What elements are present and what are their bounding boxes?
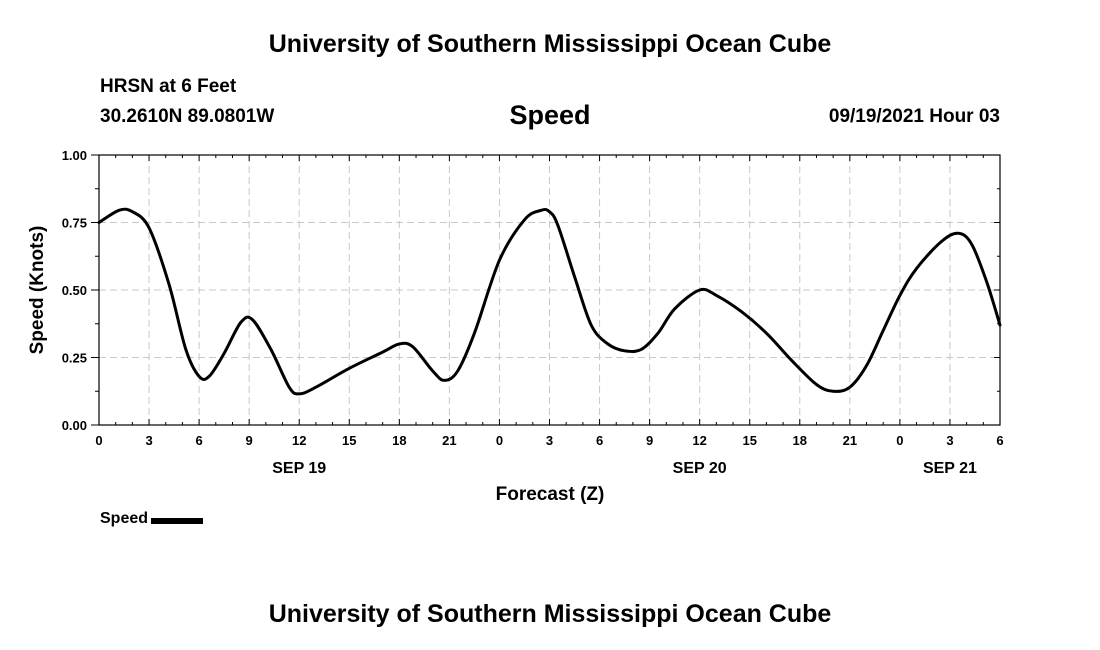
x-tick-label: 0	[95, 433, 102, 448]
x-tick-label: 3	[145, 433, 152, 448]
x-tick-label: 18	[793, 433, 807, 448]
x-tick-label: 21	[843, 433, 857, 448]
x-axis-title: Forecast (Z)	[496, 484, 605, 505]
station-label: HRSN at 6 Feet	[100, 76, 237, 97]
x-tick-label: 9	[246, 433, 253, 448]
x-tick-label: 3	[546, 433, 553, 448]
legend-label: Speed	[100, 510, 149, 527]
x-tick-label: 0	[496, 433, 503, 448]
forecast-datetime: 09/19/2021 Hour 03	[828, 106, 1000, 127]
y-tick-label: 1.00	[62, 148, 87, 163]
x-tick-label: 12	[292, 433, 306, 448]
x-tick-label: 0	[896, 433, 903, 448]
y-tick-label: 0.25	[62, 351, 87, 366]
date-label: SEP 19	[272, 460, 326, 477]
page-title-top: University of Southern Mississippi Ocean…	[268, 30, 832, 58]
x-tick-label: 15	[342, 433, 356, 448]
page-title-bottom: University of Southern Mississippi Ocean…	[268, 600, 832, 628]
legend-swatch	[151, 517, 204, 524]
x-tick-label: 3	[946, 433, 953, 448]
y-tick-label: 0.50	[62, 283, 87, 298]
date-label: SEP 20	[673, 460, 727, 477]
x-tick-labels: 0 3 6 9 12 15 18 21 0 3 6 9 12 15 18 21 0 3 6	[95, 433, 1003, 448]
y-axis-title: Speed (Knots)	[27, 226, 48, 355]
x-tick-label: 15	[742, 433, 756, 448]
station-coordinates: 30.2610N 89.0801W	[100, 106, 275, 127]
x-tick-label: 18	[392, 433, 406, 448]
speed-series-line	[97, 207, 1002, 396]
x-tick-label: 6	[195, 433, 202, 448]
legend: Speed	[100, 510, 204, 528]
date-label: SEP 21	[923, 460, 977, 477]
axis-ticks	[91, 154, 1001, 426]
x-tick-label: 12	[692, 433, 706, 448]
date-labels: SEP 19 SEP 20 SEP 21	[272, 460, 977, 477]
grid-lines	[99, 155, 1000, 425]
y-tick-labels: 0.00 0.25 0.50 0.75 1.00	[62, 148, 87, 433]
x-tick-label: 21	[442, 433, 456, 448]
y-tick-label: 0.75	[62, 216, 87, 231]
chart-title: Speed	[509, 100, 591, 130]
x-tick-label: 6	[596, 433, 603, 448]
x-tick-label: 9	[646, 433, 653, 448]
y-tick-label: 0.00	[62, 418, 87, 433]
x-tick-label: 6	[996, 433, 1003, 448]
